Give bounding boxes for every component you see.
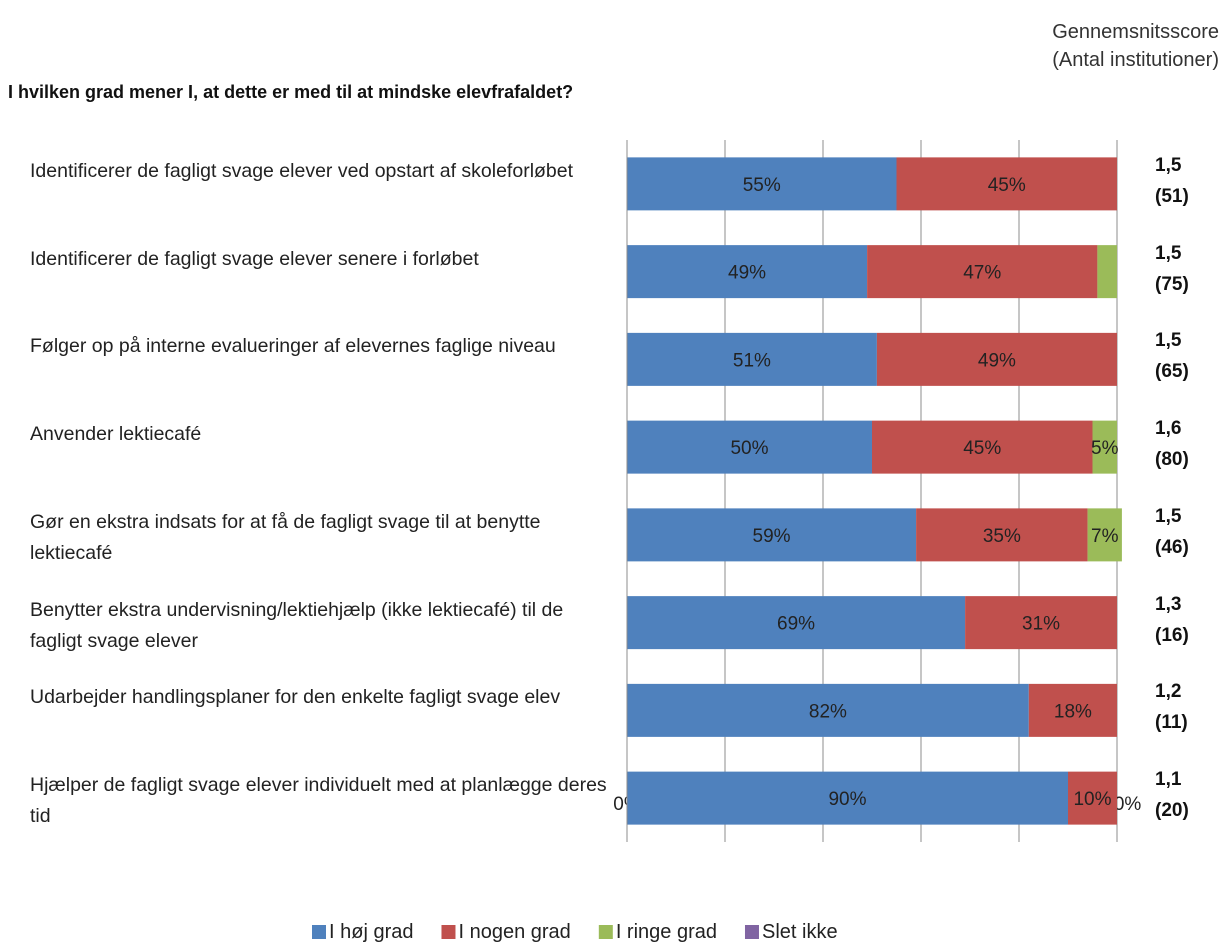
bar-segment [1028, 683, 1117, 737]
category-label: Identificerer de fagligt svage elever ve… [30, 159, 574, 182]
bar-segment [965, 596, 1117, 650]
bar-segment [627, 157, 897, 211]
data-label: 55% [743, 175, 781, 196]
bar-segment [1068, 771, 1117, 825]
bar-segment [916, 508, 1088, 562]
bar-segment [1087, 508, 1122, 562]
data-label: 31% [1022, 614, 1060, 635]
bar-segment [876, 332, 1117, 386]
data-label: 51% [733, 350, 771, 371]
average-score: 1,5 [1155, 505, 1182, 527]
bar-segment [627, 245, 868, 299]
average-score: 1,5 [1155, 242, 1182, 264]
data-label: 49% [978, 350, 1016, 371]
data-label: 59% [753, 526, 791, 547]
bar-segment [627, 596, 966, 650]
average-score: 1,2 [1155, 681, 1182, 703]
bar-segment [627, 420, 872, 474]
legend-label: I høj grad [329, 921, 413, 943]
data-label: 47% [963, 263, 1001, 284]
bar-segment [627, 683, 1029, 737]
data-label: 82% [809, 701, 847, 722]
average-score: 1,6 [1155, 418, 1182, 440]
score-column-title: Gennemsnitsscore [1052, 21, 1219, 43]
legend-swatch [312, 925, 326, 939]
data-label: 49% [728, 263, 766, 284]
legend-label: I ringe grad [616, 921, 717, 943]
bar-segment [872, 420, 1093, 474]
average-score: 1,3 [1155, 593, 1182, 615]
legend-label: I nogen grad [458, 921, 570, 943]
average-score: 1,1 [1155, 769, 1182, 791]
institution-count: (46) [1155, 536, 1189, 558]
bar-segment [627, 508, 917, 562]
legend-swatch [598, 925, 613, 939]
category-label: Hjælper de fagligt svage elever individu… [30, 774, 607, 828]
data-label: 5% [1091, 438, 1119, 459]
bar-segment [896, 157, 1117, 211]
bar-segment [627, 771, 1068, 825]
data-label: 18% [1054, 701, 1092, 722]
data-label: 69% [777, 614, 815, 635]
institution-count: (65) [1155, 361, 1189, 383]
data-label: 50% [730, 438, 768, 459]
data-label: 10% [1073, 789, 1111, 810]
legend-swatch [744, 925, 759, 939]
data-label: 35% [983, 526, 1021, 547]
category-label: Identificerer de fagligt svage elever se… [30, 247, 479, 270]
bar-segment [867, 245, 1098, 299]
average-score: 1,5 [1155, 154, 1182, 176]
data-label: 90% [828, 789, 866, 810]
category-label: Anvender lektiecafé [30, 423, 202, 446]
data-label: 45% [988, 175, 1026, 196]
category-label: Udarbejder handlingsplaner for den enkel… [30, 686, 561, 709]
bar-segment [1092, 420, 1117, 474]
institution-count: (16) [1155, 624, 1189, 646]
data-label: 45% [963, 438, 1001, 459]
legend-label: Slet ikke [762, 921, 838, 943]
count-column-title: (Antal institutioner) [1052, 49, 1219, 71]
institution-count: (75) [1155, 273, 1189, 295]
category-label: Benytter ekstra undervisning/lektiehjælp… [30, 598, 564, 652]
bar-segment [1097, 245, 1117, 299]
legend-swatch [441, 925, 456, 939]
institution-count: (20) [1155, 800, 1189, 822]
institution-count: (80) [1155, 449, 1189, 471]
institution-count: (51) [1155, 185, 1189, 207]
data-label: 7% [1091, 526, 1119, 547]
institution-count: (11) [1155, 712, 1188, 734]
category-label: Følger op på interne evalueringer af ele… [30, 335, 556, 358]
category-label: Gør en ekstra indsats for at få de fagli… [30, 510, 541, 564]
bar-segment [627, 332, 877, 386]
chart-title: I hvilken grad mener I, at dette er med … [8, 82, 574, 102]
average-score: 1,5 [1155, 330, 1182, 352]
